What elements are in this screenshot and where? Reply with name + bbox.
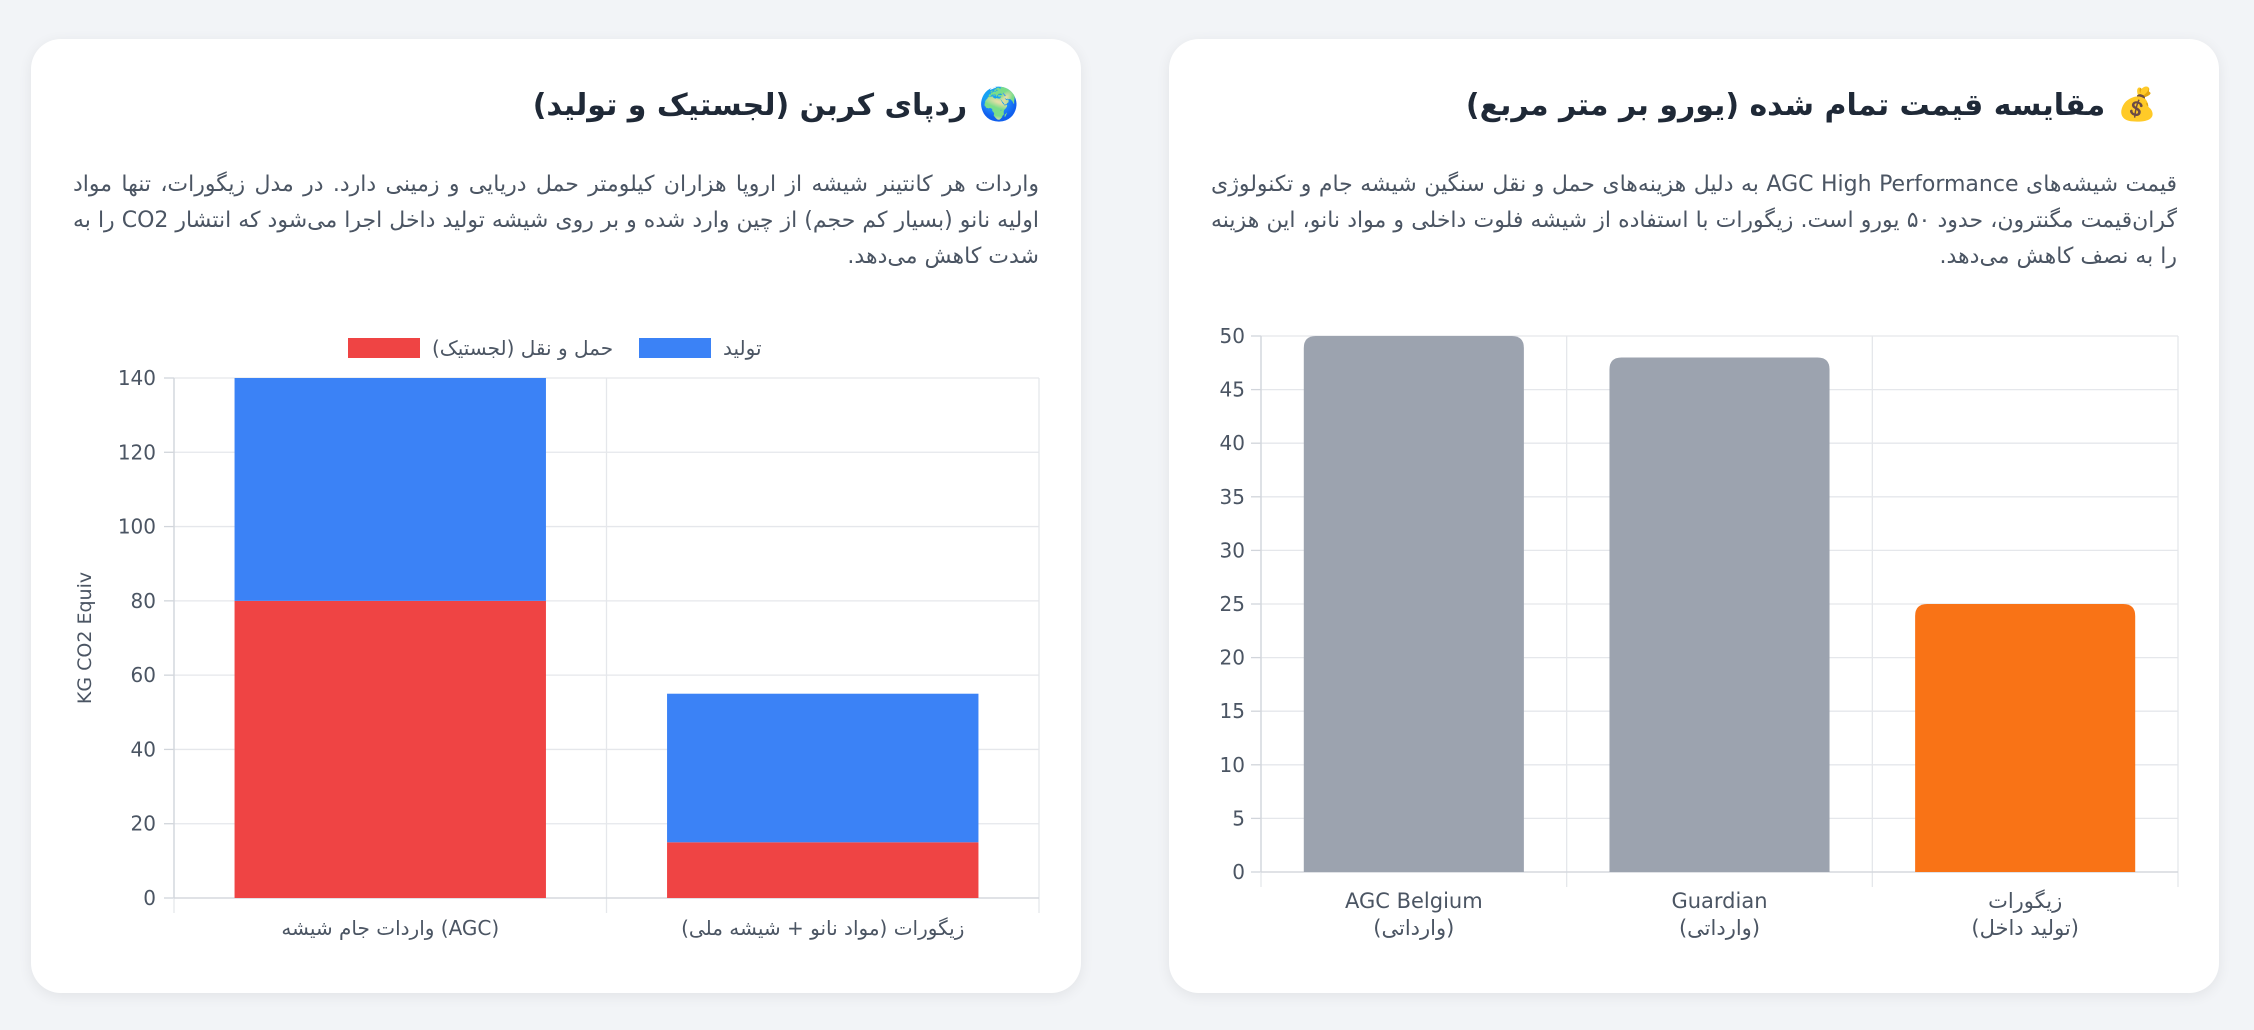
price-bar — [1609, 357, 1830, 872]
price-xtick-label: زیگورات — [1988, 889, 2062, 913]
carbon-bar-segment — [234, 378, 546, 601]
carbon-footprint-card: 🌍 ردپای کربن (لجستیک و تولید) واردات هر ک… — [31, 39, 1081, 993]
carbon-bar-segment — [667, 693, 979, 843]
price-bar — [1915, 604, 2136, 872]
price-ytick-label: 50 — [1220, 324, 1245, 348]
price-xtick-label: (وارداتی) — [1373, 916, 1454, 940]
carbon-ytick-label: 60 — [131, 663, 156, 687]
price-ytick-label: 20 — [1220, 646, 1245, 670]
carbon-stacked-bar-chart: 0 20 40 60 80 100 120 140 KG CO2 Equiv واردات جام… — [74, 336, 1040, 940]
carbon-ytick-label: 20 — [131, 812, 156, 836]
price-comparison-card: 💰 مقایسه قیمت تمام شده (یورو بر متر مربع)… — [1169, 39, 2219, 993]
carbon-legend-swatch — [348, 338, 420, 358]
price-card-title: 💰 مقایسه قیمت تمام شده (یورو بر متر مربع) — [1466, 85, 2157, 123]
price-card-title-text: مقایسه قیمت تمام شده (یورو بر متر مربع) — [1465, 88, 2106, 123]
price-xtick-label: Guardian — [1671, 889, 1767, 913]
carbon-ytick-label: 40 — [131, 737, 156, 761]
price-ytick-label: 25 — [1220, 592, 1245, 616]
price-xtick-label: (وارداتی) — [1679, 916, 1760, 940]
price-ytick-label: 30 — [1220, 538, 1245, 562]
carbon-ytick-label: 140 — [118, 366, 156, 390]
carbon-bar-segment — [234, 600, 546, 898]
price-xtick-label: (تولید داخل) — [1971, 916, 2079, 940]
carbon-xtick-label: زیگورات (مواد نانو + شیشه ملی) — [681, 916, 964, 940]
carbon-card-title: 🌍 ردپای کربن (لجستیک و تولید) — [533, 85, 1019, 123]
globe-icon: 🌍 — [979, 85, 1019, 123]
price-ytick-label: 35 — [1220, 485, 1245, 509]
price-xtick-label: AGC Belgium — [1345, 889, 1483, 913]
carbon-ytick-label: 0 — [143, 886, 156, 910]
carbon-xtick-label: واردات جام شیشه (AGC) — [281, 916, 499, 940]
carbon-ytick-label: 120 — [118, 440, 156, 464]
carbon-ytick-label: 100 — [118, 515, 156, 539]
price-card-description: قیمت شیشه‌های AGC High Performance به دل… — [1211, 172, 2177, 269]
carbon-card-description: واردات هر کانتینر شیشه از اروپا هزاران ک… — [73, 172, 1039, 269]
price-ytick-label: 0 — [1232, 860, 1245, 884]
carbon-card-title-text: ردپای کربن (لجستیک و تولید) — [532, 88, 968, 123]
price-ytick-label: 40 — [1220, 431, 1245, 455]
price-ytick-label: 45 — [1220, 378, 1245, 402]
money-bag-icon: 💰 — [2117, 85, 2157, 123]
carbon-ytick-label: 80 — [131, 589, 156, 613]
carbon-legend-label: حمل و نقل (لجستیک) — [432, 336, 613, 360]
carbon-legend-label: تولید — [723, 336, 762, 360]
carbon-ylabel: KG CO2 Equiv — [74, 572, 96, 704]
price-ytick-label: 10 — [1220, 753, 1245, 777]
price-ytick-label: 15 — [1220, 699, 1245, 723]
price-ytick-label: 5 — [1232, 806, 1245, 830]
carbon-bar-segment — [667, 842, 979, 898]
price-bar-chart: 0 5 10 15 20 25 30 35 40 45 50 AGC Belgium (وارداتی)… — [1220, 324, 2179, 940]
carbon-legend-swatch — [639, 338, 711, 358]
price-bar — [1303, 336, 1524, 872]
